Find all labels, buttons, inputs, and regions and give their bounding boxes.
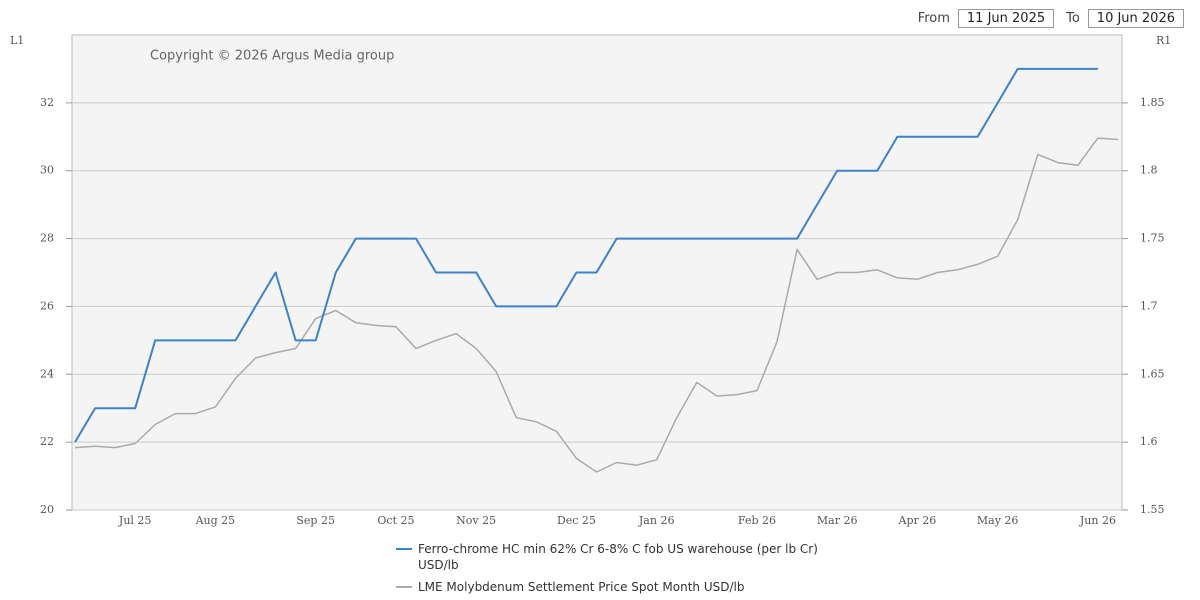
x-tick-label: Apr 26 [898, 514, 937, 527]
legend-item[interactable]: Ferro-chrome HC min 62% Cr 6-8% C fob US… [396, 541, 818, 573]
y2-axis-label: R1 [1156, 34, 1171, 47]
x-tick-label: Mar 26 [817, 514, 858, 527]
y2-tick-label: 1.75 [1140, 232, 1165, 245]
y-tick-label: 24 [40, 367, 54, 380]
x-tick-label: Jul 25 [118, 514, 152, 527]
x-tick-label: Nov 25 [456, 514, 496, 527]
copyright: Copyright © 2026 Argus Media group [150, 49, 394, 64]
x-tick-label: May 26 [977, 514, 1019, 527]
x-tick-label: Feb 26 [738, 514, 776, 527]
y2-tick-label: 1.6 [1140, 435, 1158, 448]
series-line [74, 67, 1098, 443]
y2-tick-label: 1.55 [1140, 503, 1165, 516]
x-tick-label: Jun 26 [1079, 514, 1116, 527]
legend-label: LME Molybdenum Settlement Price Spot Mon… [418, 580, 745, 594]
y-tick-label: 20 [40, 503, 54, 516]
date-range: From 11 Jun 2025 To 10 Jun 2026 [906, 9, 1184, 28]
y-tick-label: 30 [40, 164, 54, 177]
x-tick-label: Aug 25 [195, 514, 236, 527]
legend-item[interactable]: LME Molybdenum Settlement Price Spot Mon… [396, 579, 818, 595]
y2-tick-label: 1.7 [1140, 299, 1158, 312]
y-tick-label: 28 [40, 232, 54, 245]
y2-tick-label: 1.8 [1140, 164, 1158, 177]
y-tick-label: 32 [40, 96, 54, 109]
x-tick-label: Dec 25 [557, 514, 596, 527]
y2-tick-label: 1.65 [1140, 367, 1165, 380]
legend-label: Ferro-chrome HC min 62% Cr 6-8% C fob US… [418, 542, 818, 572]
x-tick-label: Sep 25 [296, 514, 335, 527]
legend-swatch [396, 548, 412, 550]
y2-tick-label: 1.85 [1140, 96, 1165, 109]
x-tick-label: Oct 25 [377, 514, 414, 527]
legend: Ferro-chrome HC min 62% Cr 6-8% C fob US… [396, 541, 818, 600]
from-input[interactable]: 11 Jun 2025 [957, 9, 1055, 28]
legend-swatch [396, 586, 412, 588]
x-tick-label: Jan 26 [638, 514, 675, 527]
y-tick-label: 22 [40, 435, 54, 448]
from-label: From [917, 11, 950, 26]
y-axis-label: L1 [10, 34, 24, 47]
to-label: To [1066, 11, 1080, 26]
y-tick-label: 26 [40, 299, 54, 312]
to-input[interactable]: 10 Jun 2026 [1087, 9, 1184, 28]
series-line [74, 137, 1119, 473]
